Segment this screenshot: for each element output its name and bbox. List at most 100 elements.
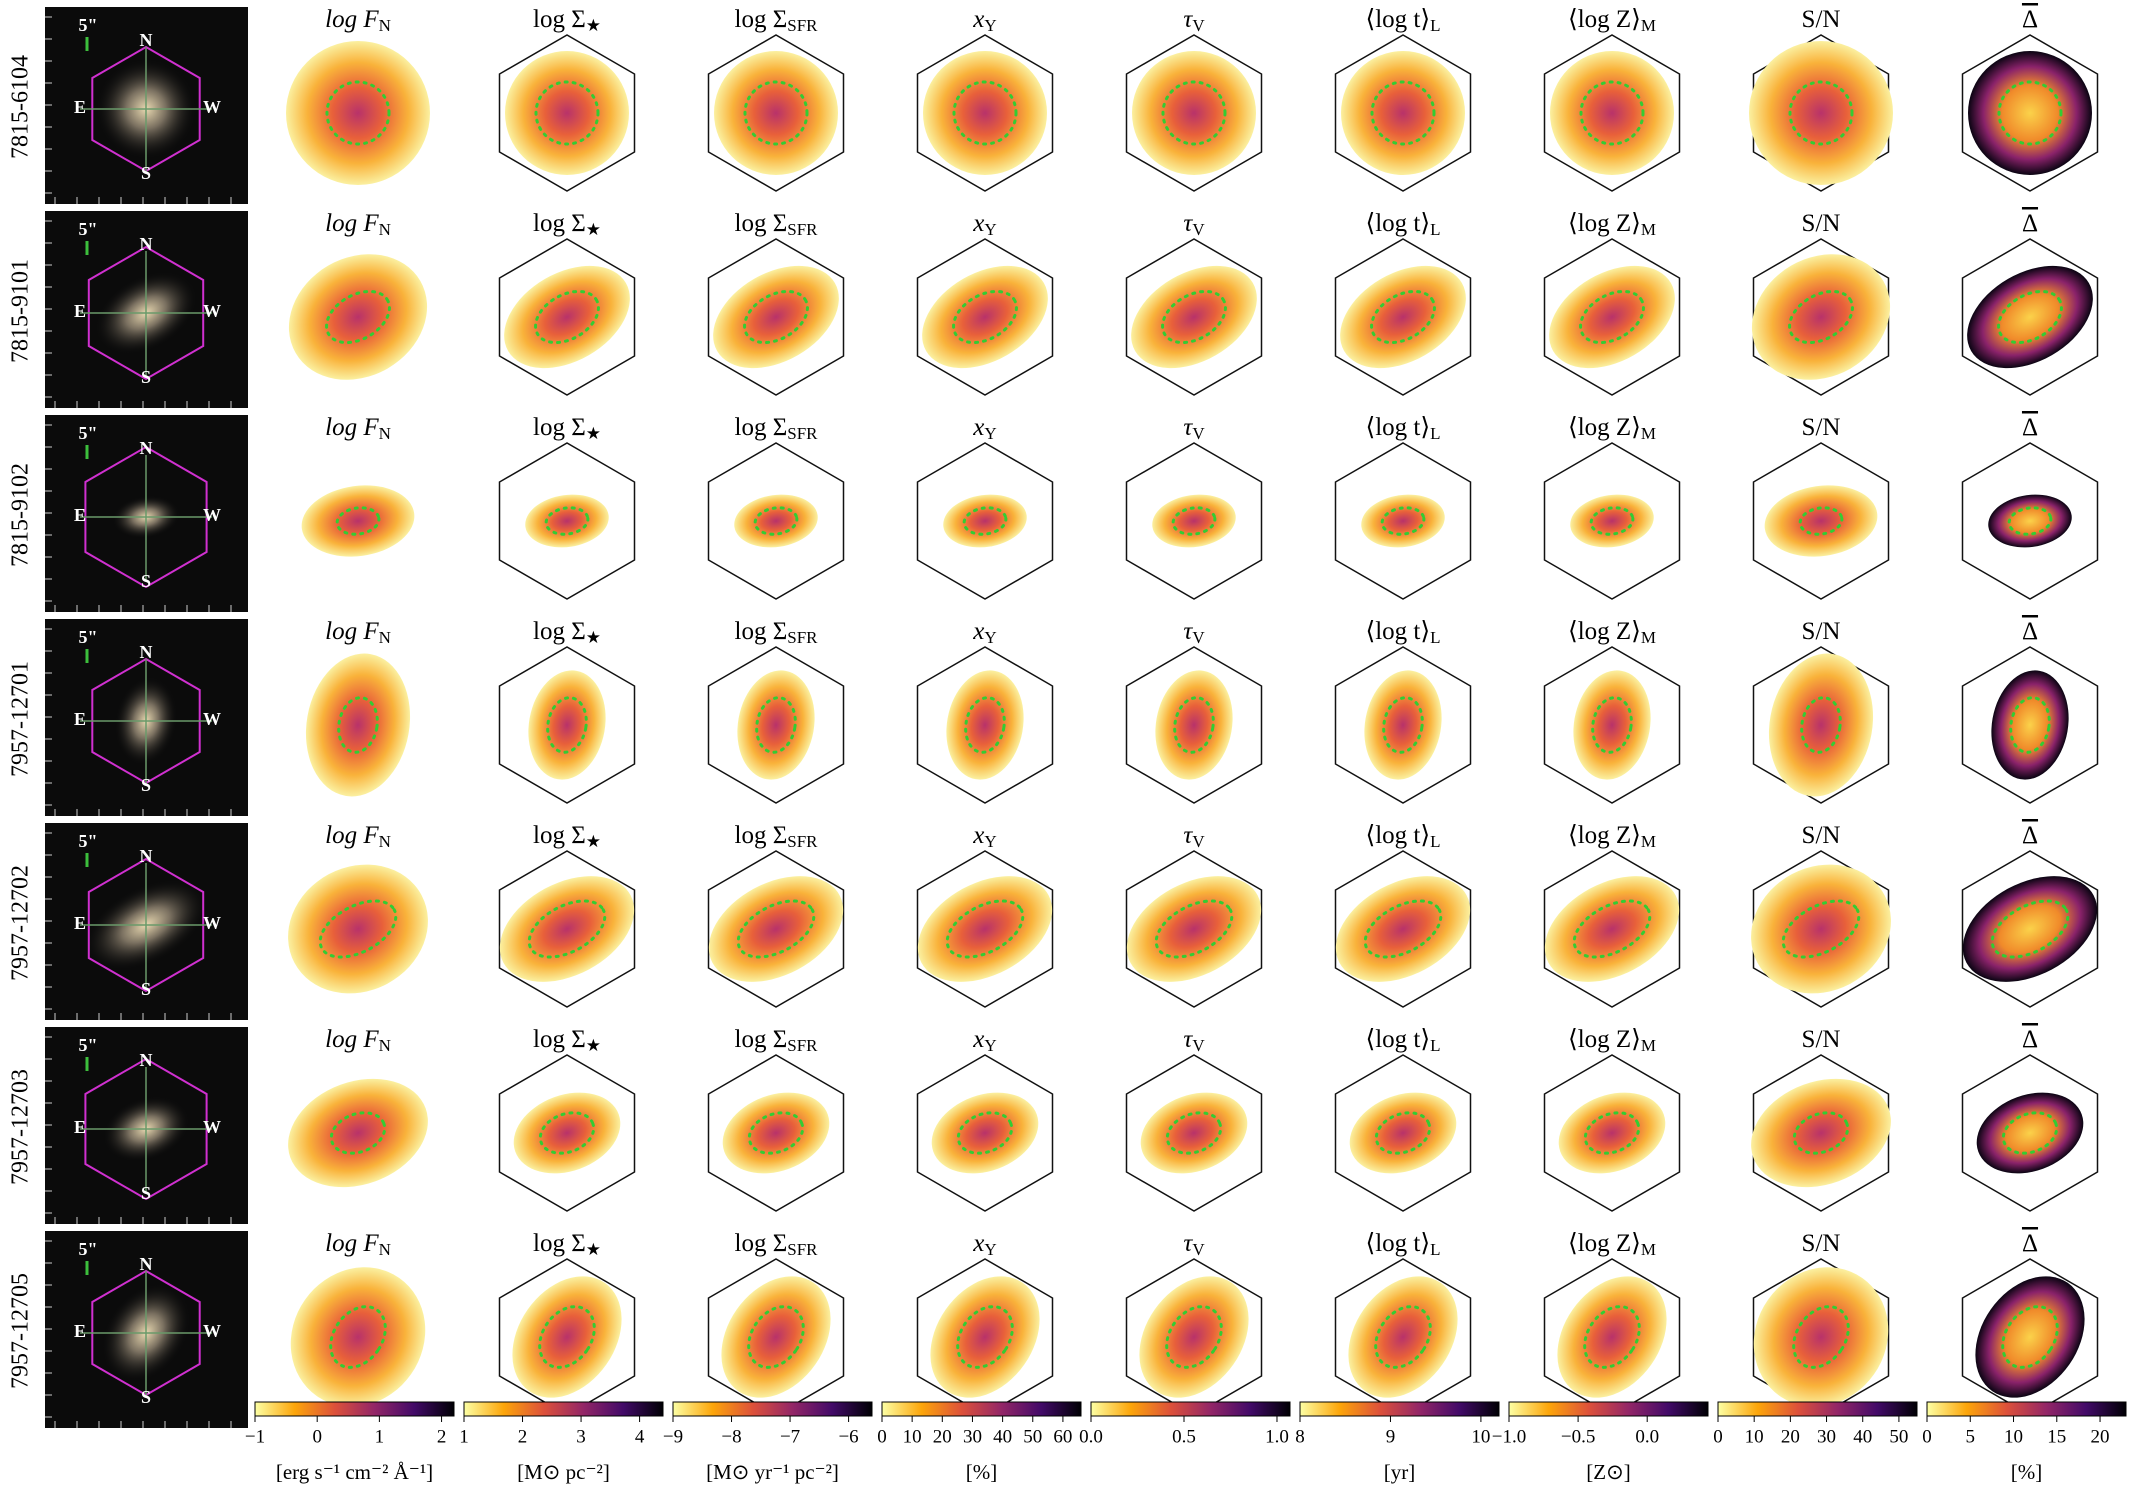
map-blob — [1139, 1276, 1249, 1398]
row-id: 7957-12705 — [8, 1273, 34, 1389]
title-sub: N — [379, 16, 391, 35]
map-panel: τV — [1125, 210, 1263, 396]
panel-title: τV — [1183, 6, 1205, 35]
map-blob — [1967, 265, 2093, 369]
colorbar: 0 10 20 30 40 50 60 [%] — [877, 1401, 1082, 1484]
ifu-outline — [1961, 238, 2099, 396]
thumbnail: 5" N S E W — [45, 415, 248, 612]
map-panel: log FN — [290, 1230, 426, 1407]
title-main: ⟨log Z⟩ — [1568, 414, 1641, 441]
effective-radius — [1382, 696, 1424, 754]
map-blob — [734, 494, 818, 548]
colorbar-tick-label: −8 — [721, 1426, 741, 1447]
colorbar-gradient — [1299, 1401, 1500, 1417]
title-sub: ★ — [586, 16, 601, 35]
colorbar-tick-label: 15 — [2047, 1426, 2066, 1447]
effective-radius — [1374, 1305, 1432, 1369]
compass-north: N — [140, 234, 153, 254]
map-panel: ⟨log t⟩L — [1334, 618, 1472, 804]
map-blob — [1349, 1092, 1457, 1174]
map-panel: ⟨log t⟩L — [1334, 1230, 1472, 1416]
compass-east: E — [74, 301, 86, 321]
title-sub: M — [1641, 832, 1656, 851]
map-panel: xY — [916, 1230, 1054, 1416]
panel-title: ⟨log Z⟩M — [1568, 414, 1656, 443]
compass-north: N — [140, 438, 153, 458]
colorbar: −1 0 1 2[erg s⁻¹ cm⁻² Å⁻¹] — [245, 1401, 455, 1484]
colorbar-tick-label: 10 — [903, 1426, 922, 1447]
title-sub: ★ — [586, 424, 601, 443]
title-main: log F — [325, 618, 379, 645]
compass-south: S — [141, 367, 151, 387]
map-panel: ⟨log Z⟩M — [1543, 822, 1681, 1008]
map-blob — [1962, 876, 2098, 982]
title-sub: SFR — [787, 16, 818, 35]
title-sub: N — [379, 832, 391, 851]
panel-title: log ΣSFR — [735, 822, 819, 851]
effective-radius — [1589, 506, 1635, 536]
panel-title: τV — [1183, 822, 1205, 851]
panel-title: ⟨log Z⟩M — [1568, 1026, 1656, 1055]
map-panel: ⟨log t⟩L — [1334, 414, 1472, 600]
ifu-hexagon — [84, 445, 208, 589]
panel-title: xY — [972, 414, 996, 443]
thumbnail: 5" N S E W — [45, 211, 248, 408]
map-panel: ⟨log t⟩L — [1334, 6, 1472, 192]
colorbar-gradient — [672, 1401, 873, 1417]
map-panel: S/N — [1752, 414, 1890, 600]
panel-title: xY — [972, 822, 996, 851]
colorbar-tick-label: 20 — [1781, 1426, 1800, 1447]
title-main: log Σ — [533, 6, 586, 33]
effective-radius — [1165, 1305, 1223, 1369]
title-sub: SFR — [787, 424, 818, 443]
map-blob — [714, 51, 838, 175]
effective-radius — [736, 899, 816, 959]
effective-radius — [1161, 289, 1227, 345]
ifu-outline — [1961, 1054, 2099, 1212]
map-panel: log Σ★ — [498, 6, 636, 192]
colorbar-tick-label: −7 — [780, 1426, 800, 1447]
scale-label: 5" — [79, 1035, 98, 1055]
map-blob — [1544, 876, 1680, 982]
panel-title: log ΣSFR — [735, 618, 819, 647]
colorbar-tick-label: 20 — [2091, 1426, 2110, 1447]
title-sub: ★ — [586, 1240, 601, 1259]
row-id: 7815-9102 — [8, 463, 34, 567]
title-main: log Σ — [533, 618, 586, 645]
map-panel: log Σ★ — [498, 210, 636, 396]
map-blob — [288, 864, 428, 994]
compass-east: E — [74, 913, 86, 933]
ifu-outline — [1125, 646, 1263, 804]
title-sub: L — [1430, 628, 1440, 647]
panel-title: log ΣSFR — [735, 1230, 819, 1259]
effective-radius — [335, 506, 381, 536]
effective-radius — [1788, 289, 1854, 345]
effective-radius — [1363, 899, 1443, 959]
effective-radius — [1781, 899, 1861, 959]
panel-title: τV — [1183, 1230, 1205, 1259]
colorbar-tick-label: 5 — [1966, 1426, 1976, 1447]
effective-radius — [325, 289, 391, 345]
colorbar: 0.0 0.5 1.0 — [1079, 1401, 1291, 1447]
colorbar-unit: [erg s⁻¹ cm⁻² Å⁻¹] — [276, 1460, 433, 1484]
title-main: Δ — [2022, 1026, 2038, 1053]
title-main: ⟨log t⟩ — [1365, 6, 1430, 33]
title-main: log F — [325, 210, 379, 237]
ifu-outline — [1752, 646, 1890, 804]
ifu-outline — [916, 238, 1054, 396]
colorbar-tick-label: 1 — [375, 1426, 385, 1447]
effective-radius — [1997, 289, 2063, 345]
compass-south: S — [141, 979, 151, 999]
colorbar-gradient — [881, 1401, 1082, 1417]
colorbar-gradient — [1717, 1401, 1918, 1417]
ifu-outline — [1961, 646, 2099, 804]
map-blob — [1140, 1092, 1248, 1174]
ifu-outline — [1543, 238, 1681, 396]
panel-title: xY — [972, 618, 996, 647]
effective-radius — [538, 1305, 596, 1369]
map-blob — [1768, 653, 1874, 797]
effective-radius — [1583, 1111, 1641, 1155]
colorbar: 8 9 10 [yr] — [1295, 1401, 1500, 1484]
colorbar-tick-label: 10 — [2004, 1426, 2023, 1447]
